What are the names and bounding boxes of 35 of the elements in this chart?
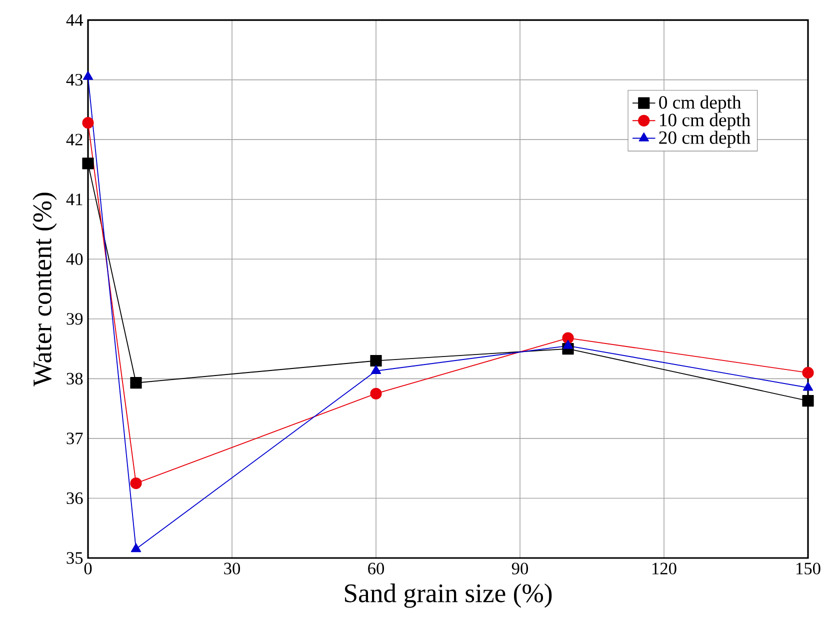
point: [370, 354, 382, 367]
point: [562, 332, 574, 344]
point: [82, 71, 94, 80]
legend-label: 10 cm depth: [660, 113, 750, 130]
x-axis-title: Sand grain size (%): [345, 584, 552, 608]
point: [562, 340, 574, 349]
point: [802, 394, 814, 407]
y-tick-label: 37: [66, 432, 83, 444]
x-tick-label: 150: [796, 562, 820, 574]
y-tick-label: 43: [66, 74, 83, 86]
x-tick-label: 0: [84, 562, 92, 574]
point: [802, 366, 814, 378]
y-tick-label: 44: [66, 14, 84, 26]
y-tick-label: 38: [66, 372, 83, 385]
y-tick-label: 35: [66, 552, 83, 564]
x-tick-label: 90: [512, 562, 528, 574]
x-tick-label: 60: [368, 562, 384, 574]
legend-label: 0 cm depth: [659, 96, 742, 112]
point: [370, 365, 382, 374]
point: [802, 382, 814, 391]
x-tick-label: 30: [224, 562, 240, 574]
point: [370, 388, 382, 400]
y-tick-label: 41: [66, 194, 82, 206]
y-tick-label: 39: [66, 313, 83, 325]
point: [82, 158, 94, 170]
y-tick-label: 40: [66, 253, 83, 265]
y-axis-title: Water content (%): [32, 192, 57, 386]
y-tick-label: 36: [66, 492, 83, 504]
y-tick-label: 42: [66, 134, 82, 146]
point: [130, 477, 142, 490]
point: [130, 377, 142, 389]
legend-label: 20 cm depth: [659, 130, 750, 148]
x-tick-label: 120: [652, 562, 676, 574]
point: [130, 543, 142, 552]
point: [82, 117, 94, 129]
